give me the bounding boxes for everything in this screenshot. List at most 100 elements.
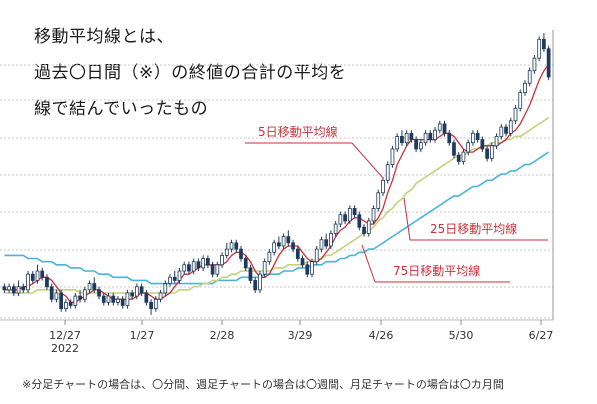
candle [480, 136, 485, 153]
candle [362, 224, 366, 237]
candle-body [172, 276, 177, 281]
x-tick-label: 4/26 [369, 329, 394, 342]
annotation-label: 25日移動平均線 [430, 221, 517, 236]
candle [508, 117, 513, 137]
candle-body [428, 132, 433, 140]
candle [215, 261, 220, 278]
candle-body [437, 123, 442, 131]
candle-body [532, 57, 537, 72]
candle [220, 252, 224, 268]
candle [295, 246, 300, 262]
candle-body [466, 142, 471, 153]
candle [418, 139, 423, 153]
candle-body [40, 270, 45, 278]
candle [347, 205, 352, 225]
candle-body [385, 164, 390, 181]
candle [475, 130, 480, 143]
candle [532, 55, 537, 74]
candle [187, 261, 191, 275]
candle-body [395, 136, 400, 150]
candle-body [513, 107, 518, 122]
candle-body [418, 142, 423, 150]
candle-body [78, 295, 82, 300]
candle-body [442, 123, 447, 134]
candle [537, 36, 542, 62]
candle-body [168, 276, 172, 284]
candle-body [177, 270, 182, 281]
candle-body [305, 264, 310, 275]
candle-body [125, 292, 130, 306]
candle [82, 286, 87, 303]
candle [324, 233, 329, 250]
candle [59, 289, 64, 312]
candle-body [276, 242, 281, 247]
candle-body [447, 132, 452, 144]
candle-body [433, 129, 437, 140]
candle [248, 264, 253, 284]
candle [267, 249, 272, 265]
candle-body [116, 298, 120, 303]
candle [120, 296, 125, 309]
candle [87, 280, 92, 293]
candle [163, 280, 168, 297]
candle [499, 123, 504, 140]
candle-body [423, 132, 428, 144]
candle-body [499, 126, 504, 137]
candle-body [376, 192, 381, 209]
heading-line-3: 線で結んでいったもの [34, 99, 209, 119]
annotation-label: 5日移動平均線 [258, 124, 338, 139]
candle-body [234, 242, 239, 250]
candle [258, 271, 262, 293]
candle-body [149, 301, 153, 310]
candle [286, 230, 291, 246]
candle-body [357, 214, 362, 228]
candle [40, 267, 45, 281]
candle [409, 130, 414, 143]
candle [461, 148, 466, 165]
candle [414, 136, 418, 153]
heading-line-1: 移動平均線とは、 [34, 27, 174, 47]
candle-body [291, 242, 295, 250]
candle-body [35, 270, 40, 281]
candle-body [546, 48, 551, 78]
candle-body [489, 145, 494, 159]
candle [319, 236, 324, 253]
candle-body [64, 301, 68, 310]
candle [116, 296, 120, 306]
candle-body [343, 214, 347, 222]
candle [352, 205, 357, 218]
x-tick-label: 12/27 [49, 329, 81, 342]
candle-body [475, 132, 480, 140]
candle-body [480, 139, 485, 150]
candle [224, 242, 229, 259]
candle-body [504, 126, 508, 134]
candle [366, 217, 371, 237]
candle-body [11, 286, 16, 294]
candle [428, 130, 433, 143]
candle [437, 120, 442, 134]
candle-body [281, 236, 286, 247]
candle-body [518, 92, 523, 109]
candle [2, 283, 7, 293]
candle-body [286, 236, 291, 244]
candle-body [239, 248, 243, 259]
candle-body [253, 280, 258, 291]
x-tick-label: 3/29 [288, 329, 313, 342]
candle [305, 261, 310, 278]
candle-body [390, 148, 395, 166]
candle [343, 211, 347, 225]
candle-body [258, 273, 262, 291]
candle [64, 299, 68, 312]
candle [111, 292, 116, 306]
candle [253, 277, 258, 293]
candle [139, 283, 144, 297]
candle [16, 280, 21, 297]
candle-body [329, 233, 333, 247]
candle-body [92, 283, 97, 291]
candle-body [452, 142, 456, 156]
candle-body [404, 132, 409, 144]
candle [518, 89, 523, 112]
candle-body [158, 292, 163, 300]
candle-body [362, 226, 366, 234]
candle-body [400, 136, 404, 144]
